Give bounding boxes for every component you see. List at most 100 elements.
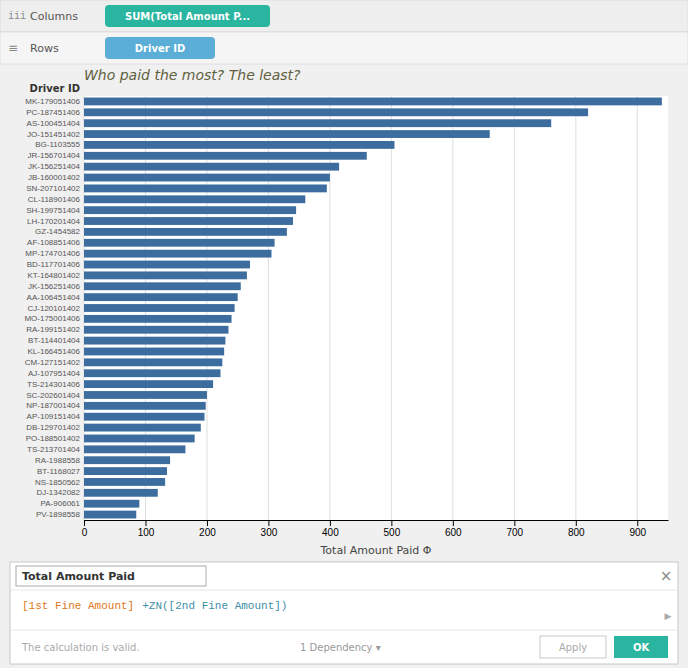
x-tick-mark <box>514 520 515 526</box>
bar <box>84 250 271 258</box>
x-tick-mark <box>84 520 85 526</box>
y-tick-label: AS-100451404 <box>27 119 81 128</box>
dialog-box <box>10 562 678 664</box>
y-tick-label: GZ-1454582 <box>35 227 80 236</box>
annotation: ▶ <box>665 611 672 621</box>
bar <box>84 326 228 334</box>
x-tick: 400 <box>322 520 339 538</box>
bar <box>84 391 207 399</box>
bar <box>84 445 185 453</box>
y-tick: MO-175001406 <box>24 314 84 323</box>
bar <box>84 456 170 464</box>
x-tick-mark <box>576 520 577 526</box>
bar <box>84 293 238 301</box>
annotation: Apply <box>559 642 587 653</box>
annotation: Driver ID <box>135 43 185 54</box>
pill <box>105 5 270 27</box>
chart: iiiColumnsSUM(Total Amount P...≡RowsDriv… <box>0 0 688 668</box>
x-tick: 0 <box>82 520 88 538</box>
y-tick-label: SN-207101402 <box>26 184 80 193</box>
x-tick: 700 <box>506 520 523 538</box>
x-tick-mark <box>145 520 146 526</box>
y-tick-label: SH-199751404 <box>26 206 80 215</box>
bar <box>84 467 167 475</box>
y-tick: AF-108851406 <box>27 238 84 247</box>
grid-line <box>575 96 576 520</box>
bar <box>84 358 222 366</box>
x-tick-mark <box>207 520 208 526</box>
y-tick: GZ-1454582 <box>35 227 84 236</box>
x-axis: 0100200300400500600700800900 <box>82 520 669 538</box>
y-tick: JO-151451402 <box>27 130 84 139</box>
annotation: × <box>660 567 673 585</box>
y-tick-label: BD-117701406 <box>27 260 81 269</box>
separator <box>10 630 678 631</box>
y-tick: AP-109151404 <box>27 412 84 421</box>
annotation: Total Amount Paid <box>22 570 135 583</box>
x-tick-mark <box>268 520 269 526</box>
bar <box>84 369 220 377</box>
x-tick-label: 700 <box>506 527 523 538</box>
x-tick-mark <box>637 520 638 526</box>
y-tick: CJ-120101402 <box>28 304 84 313</box>
y-tick-label: KT-164801402 <box>28 271 81 280</box>
y-tick-label: PA-906061 <box>41 499 81 508</box>
y-tick-label: NP-187001404 <box>26 401 80 410</box>
y-tick: SH-199751404 <box>26 206 84 215</box>
annotation: OK <box>633 642 651 653</box>
y-tick: PO-188501402 <box>26 434 84 443</box>
x-tick: 200 <box>199 520 216 538</box>
y-tick: BG-1103555 <box>35 140 84 149</box>
x-tick-label: 600 <box>445 527 462 538</box>
annotation: Rows <box>30 42 59 55</box>
x-axis-line <box>85 520 669 521</box>
y-tick-label: CL-118901406 <box>28 195 81 204</box>
bar <box>84 511 136 519</box>
x-tick: 100 <box>138 520 155 538</box>
y-tick: NP-187001404 <box>26 401 84 410</box>
x-tick-label: 0 <box>82 527 88 538</box>
y-tick-label: JR-156701404 <box>28 151 81 160</box>
y-tick-label: BT-114401404 <box>28 336 80 345</box>
bar <box>84 119 551 127</box>
bar <box>84 489 158 497</box>
y-tick: RA-1988558 <box>35 456 84 465</box>
bar <box>84 108 588 116</box>
separator <box>10 590 678 591</box>
y-tick-label: MP-174701406 <box>25 249 80 258</box>
y-tick-label: AJ-107951404 <box>28 369 81 378</box>
bar <box>84 282 241 290</box>
y-tick: TS-213701404 <box>27 445 84 454</box>
x-axis-title: Total Amount Paid Φ <box>320 544 432 557</box>
y-axis: MK-179051406PC-187451406AS-100451404JO-1… <box>24 97 84 519</box>
y-tick-label: PC-187451406 <box>26 108 80 117</box>
annotation: ≡ <box>8 41 18 55</box>
y-tick-label: KL-166451406 <box>28 347 81 356</box>
header: iiiColumnsSUM(Total Amount P...≡RowsDriv… <box>0 0 688 64</box>
x-tick: 500 <box>384 520 401 538</box>
plot-background <box>84 96 668 520</box>
grid-line <box>452 96 453 520</box>
x-tick-label: 100 <box>138 527 155 538</box>
grid <box>84 96 637 520</box>
bar <box>84 478 165 486</box>
y-tick-label: SC-202601404 <box>26 391 80 400</box>
bar <box>84 315 232 323</box>
header-row <box>0 32 688 64</box>
bar <box>84 337 225 345</box>
y-tick: SN-207101402 <box>26 184 84 193</box>
y-tick: AA-106451404 <box>27 293 84 302</box>
y-tick: BD-117701406 <box>27 260 84 269</box>
y-tick: DJ-1342082 <box>36 488 84 497</box>
y-tick: BT-114401404 <box>28 336 84 345</box>
apply-button <box>540 636 606 658</box>
y-tick-label: LH-170201404 <box>27 217 80 226</box>
y-tick-label: JK-156251404 <box>28 162 81 171</box>
pill <box>105 37 215 59</box>
plot: 0100200300400500600700800900MK-179051406… <box>24 96 668 538</box>
y-tick-label: CJ-120101402 <box>28 304 81 313</box>
y-axis-title: Driver ID <box>30 83 80 94</box>
y-tick: AS-100451404 <box>27 119 84 128</box>
y-tick: PV-1898558 <box>36 510 84 519</box>
bar <box>84 130 490 138</box>
